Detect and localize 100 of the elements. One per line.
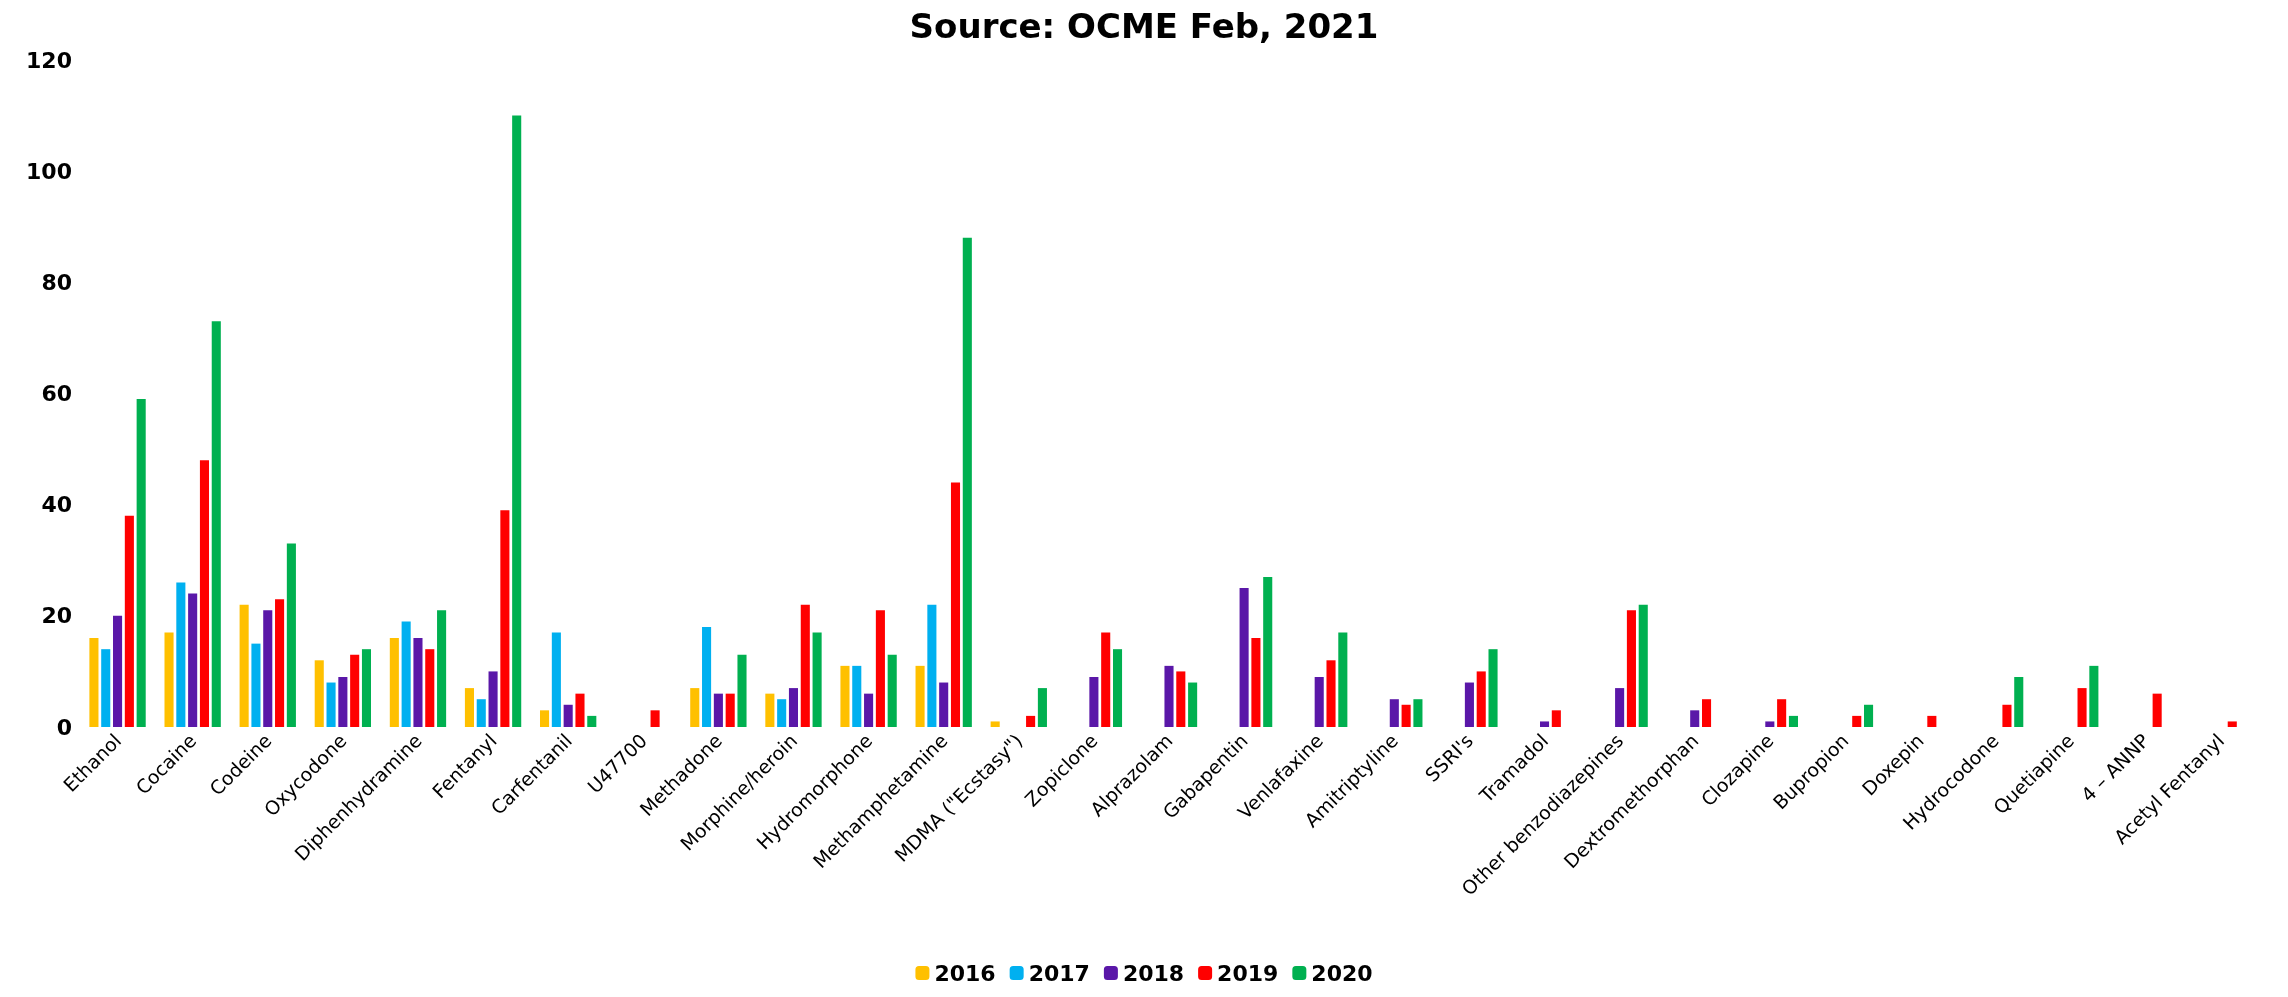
legend-label: 2018: [1122, 960, 1185, 986]
bar: [211, 321, 221, 727]
bar: [437, 610, 447, 727]
bar: [124, 515, 134, 727]
bar: [464, 688, 474, 727]
bar: [563, 704, 573, 727]
legend-label: 2017: [1028, 960, 1090, 986]
bar: [2014, 676, 2024, 727]
bar: [852, 665, 862, 727]
bar: [1188, 682, 1198, 727]
bar: [89, 638, 99, 727]
bar: [887, 654, 897, 727]
y-tick-label: 40: [41, 492, 72, 518]
bar: [2152, 693, 2162, 727]
bar: [1852, 715, 1862, 727]
bar: [1037, 688, 1047, 727]
bar: [389, 638, 399, 727]
bar: [777, 699, 787, 727]
bar: [500, 510, 510, 727]
bar: [1176, 671, 1186, 727]
y-tick-label: 80: [41, 269, 72, 295]
bar: [1701, 699, 1712, 727]
bar: [915, 665, 925, 727]
bar: [326, 682, 336, 727]
bar: [1401, 704, 1411, 727]
bar: [1251, 638, 1261, 727]
bar: [188, 593, 198, 727]
bar: [725, 693, 735, 727]
bar: [713, 693, 723, 727]
bar: [136, 399, 146, 727]
bar: [1690, 710, 1700, 727]
bar: [1464, 682, 1474, 727]
bar: [488, 671, 498, 727]
bar: [361, 649, 372, 727]
bar: [314, 660, 324, 727]
bar: [164, 632, 174, 727]
bar: [413, 638, 423, 727]
bar: [650, 710, 660, 727]
bar: [737, 654, 747, 727]
bar: [239, 604, 249, 727]
bar: [1777, 699, 1787, 727]
bar: [690, 688, 700, 727]
bar: [1026, 715, 1036, 727]
bar: [840, 665, 850, 727]
legend-label: 2020: [1311, 960, 1373, 986]
bar: [990, 721, 1000, 727]
bar: [176, 582, 186, 727]
bar: [1626, 610, 1636, 727]
chart-title: Source: OCME Feb, 2021: [909, 6, 1379, 46]
bar: [1239, 588, 1249, 727]
bar: [1638, 604, 1648, 727]
bar: [101, 649, 111, 727]
bar: [1326, 660, 1336, 727]
bar: [251, 643, 261, 727]
bar: [1112, 649, 1123, 727]
bar: [1413, 699, 1423, 727]
bar: [927, 604, 937, 727]
y-tick-label: 60: [41, 381, 72, 406]
bar: [113, 615, 123, 727]
bar: [575, 693, 585, 727]
bar: [1314, 676, 1324, 727]
bar: [2002, 704, 2012, 727]
bar: [1488, 649, 1498, 727]
bar: [425, 649, 435, 727]
y-tick-label: 0: [56, 714, 72, 740]
bar: [1338, 632, 1348, 727]
bar: [199, 460, 210, 727]
bar: [1476, 671, 1486, 727]
bar: [540, 710, 550, 727]
bar: [864, 693, 874, 727]
bar: [286, 543, 296, 727]
bar: [1927, 715, 1937, 727]
bar: [587, 715, 597, 727]
bar: [2077, 688, 2087, 727]
bar: [1788, 715, 1798, 727]
bar: [875, 610, 885, 727]
y-tick-label: 100: [26, 158, 72, 184]
bar: [2227, 721, 2237, 727]
bar: [939, 682, 949, 727]
bar: [275, 599, 285, 727]
legend-label: 2016: [934, 960, 996, 986]
bar: [800, 604, 810, 727]
bar: [788, 688, 799, 727]
bar: [512, 115, 522, 727]
bar: [1164, 665, 1174, 727]
bar: [1539, 721, 1550, 727]
bar: [1263, 576, 1273, 727]
bar: [476, 699, 486, 727]
bar: [551, 632, 561, 727]
bar: [765, 693, 775, 727]
y-tick-label: 20: [41, 603, 72, 629]
bar: [812, 632, 822, 727]
bar: [1615, 688, 1625, 727]
bar: [263, 610, 273, 727]
bar: [1389, 699, 1399, 727]
bar: [950, 482, 961, 727]
bar: [1864, 704, 1874, 727]
bar: [338, 676, 348, 727]
bar: [702, 626, 712, 727]
y-tick-label: 120: [26, 47, 72, 73]
